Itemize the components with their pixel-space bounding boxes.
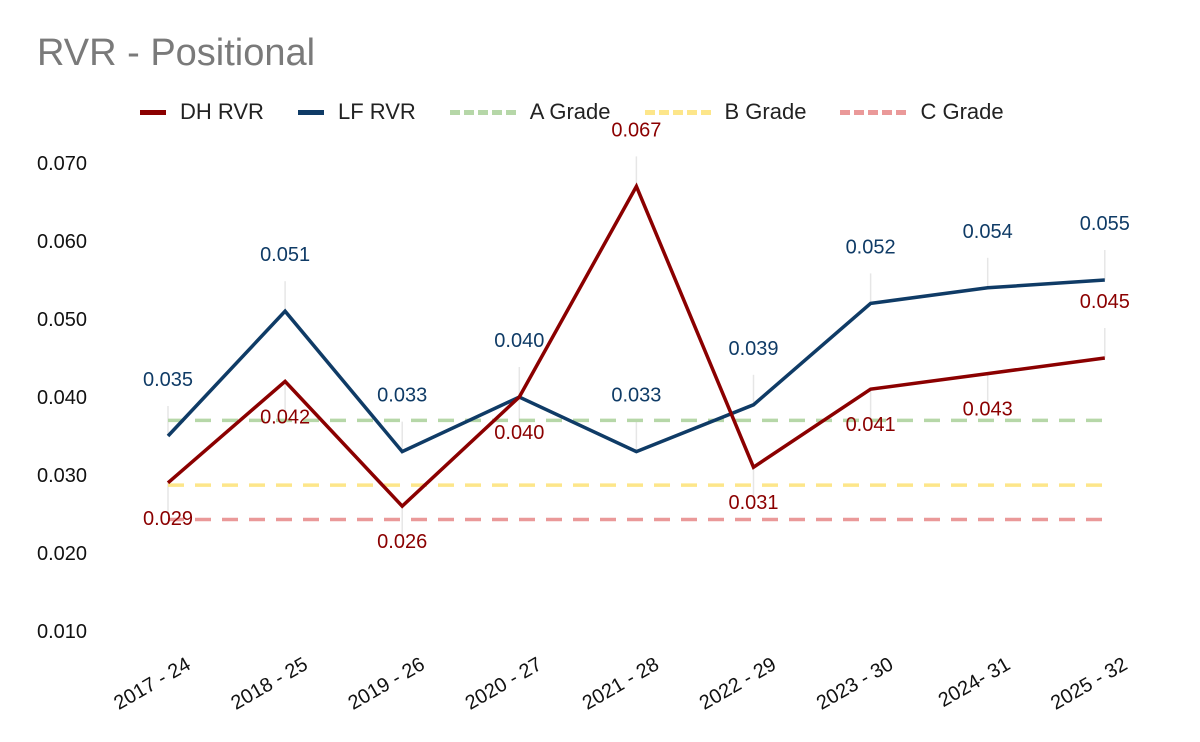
- y-tick-label: 0.050: [37, 309, 87, 331]
- legend-label-dh-rvr: DH RVR: [180, 99, 264, 124]
- lf-rvr-series-line: [166, 278, 1105, 454]
- legend-label-lf-rvr: LF RVR: [337, 99, 416, 124]
- lf-rvr-data-label: 0.040: [494, 330, 544, 352]
- legend-item-b-grade: B Grade: [644, 99, 807, 125]
- legend-label-a-grade: A Grade: [529, 99, 611, 124]
- x-tick-label: 2025 - 32: [1047, 653, 1131, 714]
- y-tick-label: 0.060: [37, 231, 87, 253]
- legend-item-a-grade: A Grade: [449, 99, 611, 125]
- legend-item-c-grade: C Grade: [840, 99, 1004, 125]
- dh-rvr-data-label: 0.042: [260, 406, 310, 428]
- chart-title: RVR - Positional: [37, 32, 316, 74]
- lf-rvr-data-label: 0.035: [143, 369, 193, 391]
- x-tick-label: 2021 - 28: [579, 653, 663, 714]
- legend-item-dh-rvr: DH RVR: [140, 99, 264, 125]
- lf-rvr-data-label: 0.054: [963, 221, 1013, 243]
- dh-rvr-data-label: 0.041: [846, 414, 896, 436]
- y-tick-label: 0.040: [37, 387, 87, 409]
- x-tick-label: 2020 - 27: [462, 653, 546, 714]
- legend-swatch-c-grade: [840, 109, 907, 115]
- legend-swatch-lf-rvr: [297, 109, 324, 115]
- legend: DH RVR LF RVR A Grade B Grade C Grade: [140, 99, 1038, 125]
- x-tick-label: 2024- 31: [935, 653, 1014, 712]
- legend-item-lf-rvr: LF RVR: [297, 99, 416, 125]
- x-tick-label: 2017 - 24: [110, 653, 194, 714]
- dh-rvr-data-label: 0.067: [611, 119, 661, 141]
- y-tick-label: 0.020: [37, 543, 87, 565]
- x-tick-label: 2018 - 25: [227, 653, 311, 714]
- dh-rvr-data-label: 0.045: [1080, 291, 1130, 313]
- legend-swatch-b-grade: [644, 109, 711, 115]
- lf-rvr-data-label: 0.055: [1080, 213, 1130, 235]
- lf-rvr-data-label: 0.039: [728, 338, 778, 360]
- lf-rvr-data-label: 0.033: [377, 385, 427, 407]
- y-tick-label: 0.010: [37, 621, 87, 643]
- lf-rvr-data-label: 0.052: [846, 236, 896, 258]
- legend-label-b-grade: B Grade: [724, 99, 807, 124]
- dh-rvr-data-label: 0.043: [963, 399, 1013, 421]
- x-tick-label: 2019 - 26: [345, 653, 429, 714]
- x-tick-label: 2022 - 29: [696, 653, 780, 714]
- lf-rvr-data-label: 0.051: [260, 244, 310, 266]
- legend-swatch-dh-rvr: [140, 109, 166, 115]
- x-tick-label: 2023 - 30: [813, 653, 897, 714]
- dh-rvr-data-label: 0.029: [143, 508, 193, 530]
- lf-rvr-data-label: 0.033: [611, 385, 661, 407]
- y-tick-label: 0.030: [37, 465, 87, 487]
- dh-rvr-data-label: 0.040: [494, 422, 544, 444]
- legend-label-c-grade: C Grade: [920, 99, 1004, 124]
- dh-rvr-data-label: 0.031: [728, 492, 778, 514]
- dh-rvr-series-line: [166, 182, 1106, 509]
- y-tick-label: 0.070: [37, 153, 87, 175]
- dh-rvr-data-label: 0.026: [377, 531, 427, 553]
- legend-swatch-a-grade: [449, 109, 516, 115]
